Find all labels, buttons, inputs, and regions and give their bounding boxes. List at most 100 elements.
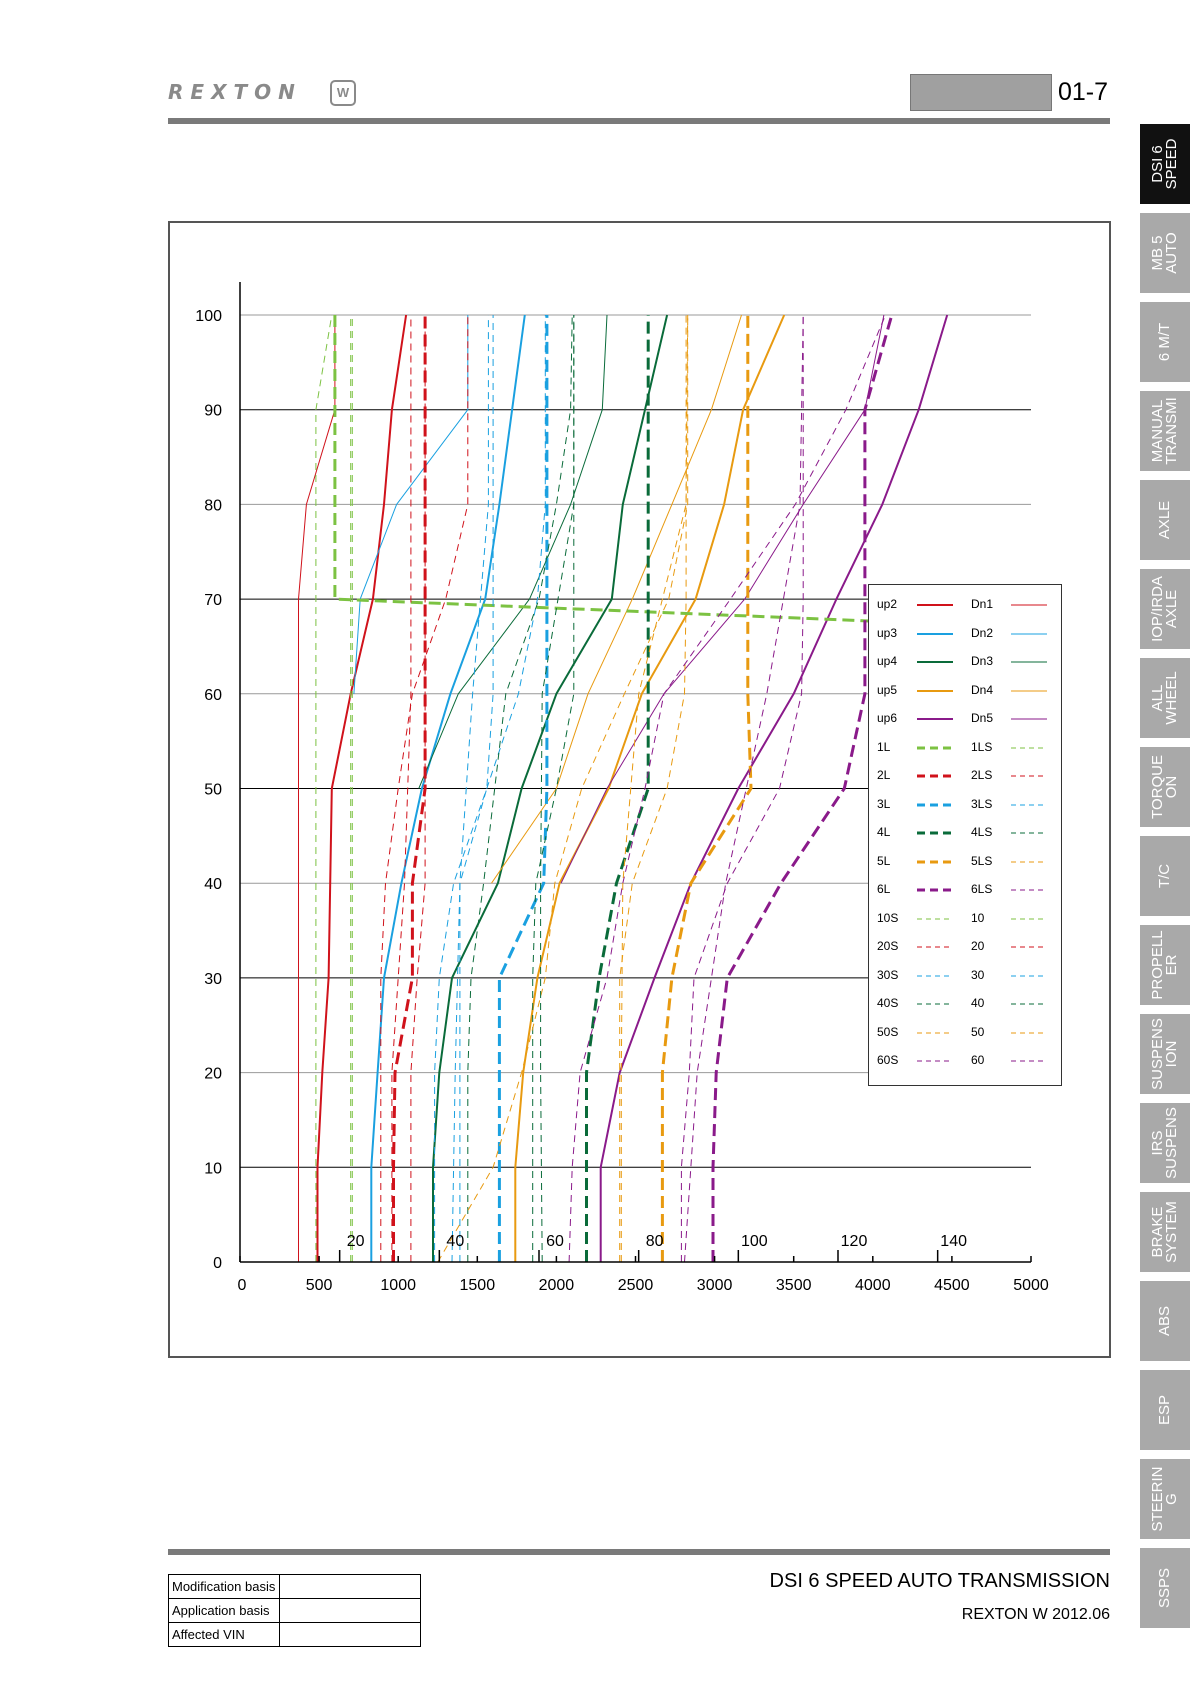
series-line-up5 — [514, 314, 786, 1262]
side-tab-6-m-t[interactable]: 6 M/T — [1140, 302, 1190, 382]
logo-text: REXTON — [168, 80, 302, 104]
y-tick-label-50: 50 — [204, 782, 222, 799]
x-tick-label-1000: 1000 — [380, 1277, 416, 1294]
side-tab-label: AXLE — [1156, 500, 1173, 540]
speed-tick-label-60: 60 — [546, 1233, 564, 1250]
series-line-dn1 — [298, 315, 336, 1262]
side-tab-brake-system[interactable]: BRAKE SYSTEM — [1140, 1192, 1190, 1272]
y-tick-label-70: 70 — [204, 592, 222, 609]
y-tick-label-30: 30 — [204, 971, 222, 988]
legend-label: 2L — [877, 768, 891, 782]
legend-item-30: 30 — [971, 968, 1059, 988]
y-tick-label-0: 0 — [213, 1255, 222, 1272]
side-tab-label: SSPS — [1156, 1567, 1173, 1609]
legend-item-up2: up2 — [877, 597, 965, 617]
legend-label: 6LS — [971, 882, 993, 896]
series-line-1l — [333, 315, 1030, 629]
x-tick-label-2500: 2500 — [618, 1277, 654, 1294]
header-grey-box — [910, 74, 1052, 111]
legend-item-up4: up4 — [877, 654, 965, 674]
series-line-40 — [540, 315, 575, 1263]
legend-swatch — [917, 888, 953, 892]
page-number: 01-7 — [1058, 78, 1109, 106]
legend-item-3ls: 3LS — [971, 797, 1059, 817]
legend-swatch — [1011, 690, 1047, 691]
legend-label: up3 — [877, 625, 898, 640]
side-tab-abs[interactable]: ABS — [1140, 1281, 1190, 1361]
legend-label: Dn3 — [971, 654, 994, 668]
legend-item-20s: 20S — [877, 939, 965, 959]
legend-swatch — [1011, 1060, 1047, 1062]
legend-item-5ls: 5LS — [971, 854, 1059, 874]
modification-table: Modification basis Application basis Aff… — [168, 1574, 421, 1647]
y-tick-label-10: 10 — [204, 1160, 222, 1177]
legend-label: 10S — [877, 910, 899, 925]
side-tab-ssps[interactable]: SSPS — [1140, 1548, 1190, 1628]
side-tab-label: IRS SUSPENS — [1149, 1107, 1180, 1179]
side-tab-t-c[interactable]: T/C — [1140, 836, 1190, 916]
document-subtitle: REXTON W 2012.06 — [961, 1606, 1110, 1623]
side-tab-mb-5-auto[interactable]: MB 5 AUTO — [1140, 213, 1190, 293]
series-line-20 — [391, 315, 412, 1262]
legend-item-6l: 6L — [877, 882, 965, 902]
side-tab-axle[interactable]: AXLE — [1140, 480, 1190, 560]
legend-swatch — [1011, 1003, 1047, 1005]
legend-label: 30 — [971, 967, 985, 982]
legend-item-up6: up6 — [877, 711, 965, 731]
side-tab-propell-er[interactable]: PROPELL ER — [1140, 925, 1190, 1005]
series-line-6ls — [680, 315, 804, 1262]
legend-item-30s: 30S — [877, 968, 965, 988]
legend-item-10s: 10S — [877, 911, 965, 931]
legend-item-2ls: 2LS — [971, 768, 1059, 788]
side-tab-all-wheel[interactable]: ALL WHEEL — [1140, 658, 1190, 738]
legend-label: Dn1 — [971, 597, 994, 611]
legend-swatch — [1011, 861, 1047, 862]
legend-label: 40 — [971, 996, 985, 1010]
logo-badge: W — [330, 80, 356, 106]
series-line-60s — [568, 314, 886, 1263]
legend-item-5l: 5L — [877, 854, 965, 874]
series-line-1ls — [315, 314, 333, 1262]
legend-item-dn2: Dn2 — [971, 626, 1059, 646]
legend-swatch — [917, 975, 953, 976]
legend-item-dn4: Dn4 — [971, 683, 1059, 703]
series-line-20s — [410, 315, 426, 1262]
side-tab-iop-irda-axle[interactable]: IOP/IRDA AXLE — [1140, 569, 1190, 649]
legend-item-20: 20 — [971, 939, 1059, 959]
side-tab-dsi-6-speed[interactable]: DSI 6 SPEED — [1140, 124, 1190, 204]
series-line-up4 — [432, 314, 669, 1262]
series-layer — [298, 314, 1030, 1263]
legend-swatch — [917, 1060, 953, 1062]
application-basis-label: Application basis — [168, 1598, 280, 1623]
modification-basis-label: Modification basis — [168, 1574, 280, 1599]
legend-swatch — [1011, 1032, 1047, 1033]
series-line-6l — [711, 314, 894, 1262]
legend-item-40: 40 — [971, 996, 1059, 1016]
side-tab-label: ESP — [1156, 1394, 1173, 1426]
y-tick-label-60: 60 — [204, 687, 222, 704]
legend-swatch — [917, 1032, 953, 1033]
legend-label: Dn5 — [971, 711, 994, 725]
side-tab-suspens-ion[interactable]: SUSPENS ION — [1140, 1014, 1190, 1094]
side-tab-label: DSI 6 SPEED — [1149, 138, 1180, 190]
legend-label: 5LS — [971, 853, 993, 868]
side-tab-torque-on[interactable]: TORQUE ON — [1140, 747, 1190, 827]
series-line-up3 — [370, 314, 526, 1262]
modification-basis-value — [279, 1574, 421, 1599]
series-line-30 — [451, 315, 489, 1263]
legend-swatch — [1011, 775, 1047, 777]
side-tab-label: T/C — [1156, 863, 1173, 889]
side-tab-label: SUSPENS ION — [1149, 1018, 1180, 1090]
side-tab-steerin-g[interactable]: STEERIN G — [1140, 1459, 1190, 1539]
legend-swatch — [1011, 832, 1047, 834]
affected-vin-label: Affected VIN — [168, 1622, 280, 1647]
side-tab-manual-transmi[interactable]: MANUAL TRANSMI — [1140, 391, 1190, 471]
legend-swatch — [917, 860, 953, 863]
legend-label: 3L — [877, 796, 891, 811]
legend-item-50: 50 — [971, 1025, 1059, 1045]
side-tab-esp[interactable]: ESP — [1140, 1370, 1190, 1450]
side-tab-irs-suspens[interactable]: IRS SUSPENS — [1140, 1103, 1190, 1183]
legend-swatch — [917, 918, 953, 919]
series-line-30s — [459, 315, 494, 1262]
chart-legend: up2 Dn1 up3 Dn2 up4 Dn3 up5 Dn4 up6 Dn5 1L 1LS 2L 2LS… — [868, 584, 1062, 1086]
